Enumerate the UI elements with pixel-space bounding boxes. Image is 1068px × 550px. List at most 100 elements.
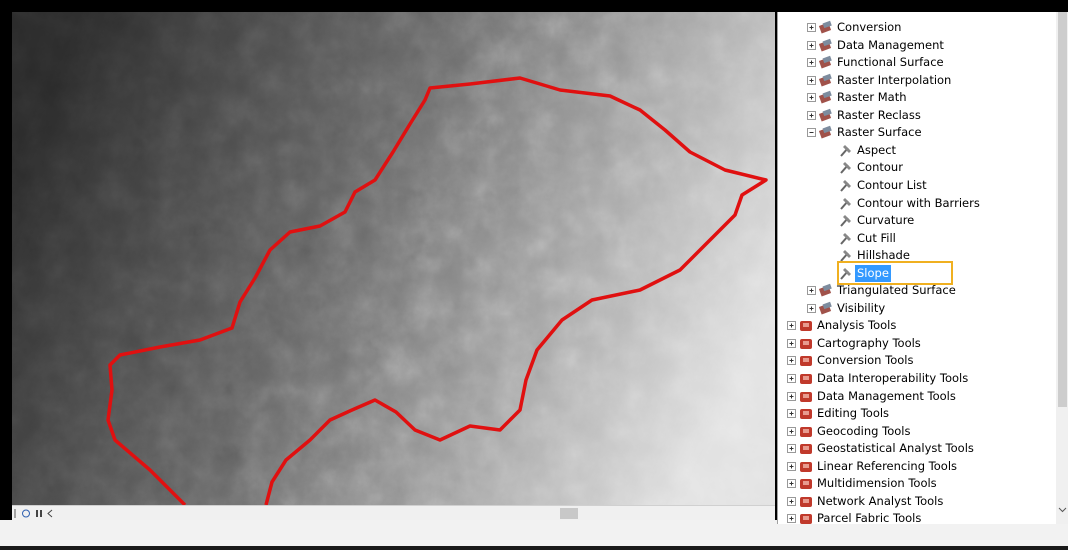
toolset-icon-part	[823, 21, 832, 28]
tree-item[interactable]: Contour with Barriers	[778, 195, 1055, 212]
toolbox-icon	[798, 352, 814, 369]
tree-item[interactable]: Network Analyst Tools	[778, 493, 1055, 510]
tree-item-label[interactable]: Raster Math	[835, 89, 909, 106]
expand-button	[786, 352, 797, 369]
tree-item-label[interactable]: Curvature	[855, 212, 916, 229]
toolbox-icon-part	[803, 446, 809, 450]
tree-item[interactable]: Conversion Tools	[778, 352, 1055, 369]
tree-item-label[interactable]: Multidimension Tools	[815, 475, 939, 492]
expand-button	[806, 282, 817, 299]
tree-item[interactable]: Analysis Tools	[778, 317, 1055, 334]
toolbox-icon	[798, 317, 814, 334]
scroll-thumb[interactable]	[1058, 12, 1067, 407]
tree-item[interactable]: Raster Reclass	[778, 107, 1055, 124]
tree-item[interactable]: Curvature	[778, 212, 1055, 229]
toolset-icon-part	[823, 302, 832, 309]
toolset-icon	[818, 19, 834, 36]
toolbox-icon-part	[803, 464, 809, 468]
tree-item-label[interactable]: Contour with Barriers	[855, 195, 982, 212]
toolset-icon-part	[823, 109, 832, 116]
expand-button	[786, 510, 797, 524]
screen: ConversionData ManagementFunctional Surf…	[0, 0, 1068, 550]
tree-item[interactable]: Contour	[778, 159, 1055, 176]
toolbox-icon-part	[803, 516, 809, 520]
tree-item-label[interactable]: Aspect	[855, 142, 898, 159]
tree-item-label[interactable]: Contour List	[855, 177, 929, 194]
expand-button	[786, 405, 797, 422]
toolset-icon-part	[823, 56, 832, 63]
expand-button	[806, 300, 817, 317]
toolbox-icon	[798, 370, 814, 387]
tree-item-label[interactable]: Geostatistical Analyst Tools	[815, 440, 976, 457]
toolbox-icon	[798, 335, 814, 352]
scroll-thumb[interactable]	[560, 508, 578, 519]
expand-button	[806, 54, 817, 71]
scroll-down[interactable]	[1056, 504, 1068, 516]
tree-item[interactable]: Data Interoperability Tools	[778, 370, 1055, 387]
tree-item-label[interactable]: Raster Reclass	[835, 107, 923, 124]
toolset-icon-part	[823, 38, 832, 45]
map-status-bar	[12, 505, 775, 521]
tree-item[interactable]: Data Management	[778, 37, 1055, 54]
scroll-left[interactable]	[48, 510, 52, 517]
tree-item-label[interactable]: Network Analyst Tools	[815, 493, 945, 510]
tool-icon	[838, 159, 854, 176]
tree-item-label[interactable]: Triangulated Surface	[835, 282, 958, 299]
toolbox-icon	[798, 458, 814, 475]
tree-item[interactable]: Raster Math	[778, 89, 1055, 106]
tree-item-label[interactable]: Data Management	[835, 37, 946, 54]
tree-item-label[interactable]: Data Management Tools	[815, 388, 958, 405]
tree-item-label[interactable]: Geocoding Tools	[815, 423, 912, 440]
tree-item[interactable]: Raster Surface	[778, 124, 1055, 141]
expand-button	[806, 89, 817, 106]
tree-item[interactable]: Linear Referencing Tools	[778, 458, 1055, 475]
toolset-icon	[818, 72, 834, 89]
map-view	[12, 12, 775, 505]
tree-item-label[interactable]: Parcel Fabric Tools	[815, 510, 923, 524]
status-controls	[12, 506, 775, 521]
tree-item[interactable]: Multidimension Tools	[778, 475, 1055, 492]
tree-item-label[interactable]: Editing Tools	[815, 405, 891, 422]
tree-item-label[interactable]: Linear Referencing Tools	[815, 458, 959, 475]
tree-item-label[interactable]: Raster Surface	[835, 124, 924, 141]
tree-item[interactable]: Contour List	[778, 177, 1055, 194]
expand-button	[806, 19, 817, 36]
tree-item[interactable]: Triangulated Surface	[778, 282, 1055, 299]
expand-button	[786, 440, 797, 457]
tree-item-label[interactable]: Conversion	[835, 19, 903, 36]
tree-item-label[interactable]: Raster Interpolation	[835, 72, 953, 89]
tree-item[interactable]: Cut Fill	[778, 230, 1055, 247]
toolbox-icon	[798, 493, 814, 510]
tree-item-label[interactable]: Conversion Tools	[815, 352, 915, 369]
refresh-icon[interactable]	[23, 510, 30, 517]
tree-item-label[interactable]: Functional Surface	[835, 54, 946, 71]
dem-raster	[12, 12, 775, 505]
expand-button	[786, 493, 797, 510]
tree-item[interactable]: Conversion	[778, 19, 1055, 36]
tree-item[interactable]: Raster Interpolation	[778, 72, 1055, 89]
expand-button	[806, 72, 817, 89]
tree-item[interactable]: Aspect	[778, 142, 1055, 159]
tree-item[interactable]: Geostatistical Analyst Tools	[778, 440, 1055, 457]
toolset-icon-part	[823, 126, 832, 133]
tree-item-label[interactable]: Analysis Tools	[815, 317, 898, 334]
tool-icon	[838, 195, 854, 212]
tree-item[interactable]: Editing Tools	[778, 405, 1055, 422]
tree-item[interactable]: Functional Surface	[778, 54, 1055, 71]
toolbox-icon-part	[803, 481, 809, 485]
toolbox-icon-part	[803, 341, 809, 345]
tree-item[interactable]: Cartography Tools	[778, 335, 1055, 352]
pause-icon[interactable]	[36, 510, 38, 517]
tree-item-label[interactable]: Data Interoperability Tools	[815, 370, 970, 387]
tree-item-label[interactable]: Contour	[855, 159, 905, 176]
tree-item-label[interactable]: Cartography Tools	[815, 335, 923, 352]
expand-button	[786, 458, 797, 475]
tree-item-label[interactable]: Visibility	[835, 300, 887, 317]
tree-item-label[interactable]: Cut Fill	[855, 230, 898, 247]
tree-item[interactable]: Geocoding Tools	[778, 423, 1055, 440]
expand-button	[786, 388, 797, 405]
toolbox-icon-part	[803, 499, 809, 503]
tree-item[interactable]: Data Management Tools	[778, 388, 1055, 405]
tree-item[interactable]: Visibility	[778, 300, 1055, 317]
tree-item[interactable]: Parcel Fabric Tools	[778, 510, 1055, 524]
